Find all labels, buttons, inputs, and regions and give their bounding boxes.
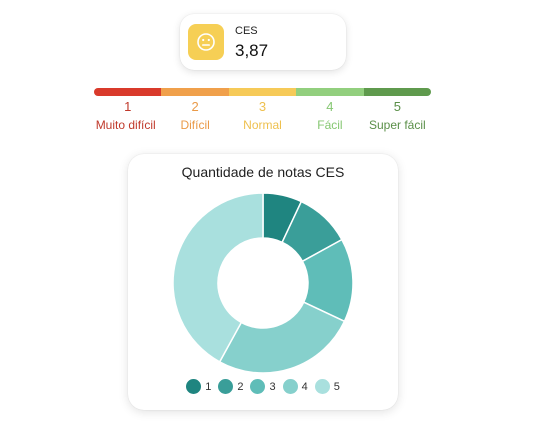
scale-segment-2: [161, 88, 229, 96]
scale-label: Difícil: [180, 118, 210, 132]
scale-label: Super fácil: [368, 118, 426, 132]
legend-label: 5: [333, 380, 340, 393]
scale-number: 4: [326, 99, 334, 114]
scale-bar: [94, 88, 431, 96]
legend-item-5[interactable]: 5: [314, 379, 340, 394]
scale-number: 3: [258, 99, 267, 114]
legend-label: 3: [269, 380, 276, 393]
chart-legend: 1 2 3 4 5: [128, 379, 398, 394]
legend-item-1[interactable]: 1: [186, 379, 211, 394]
ces-scale: 1 Muito difícil 2 Difícil 3 Normal 4 Fác…: [94, 88, 431, 133]
legend-swatch: [250, 379, 266, 394]
legend-swatch: [218, 379, 234, 394]
legend-item-3[interactable]: 3: [250, 379, 276, 394]
scale-item-4: 4 Fácil: [296, 99, 363, 133]
donut-chart: [172, 192, 354, 374]
legend-item-4[interactable]: 4: [282, 379, 308, 394]
ces-score-card: CES 3,87: [180, 14, 346, 70]
legend-label: 2: [237, 380, 244, 393]
scale-segment-5: [363, 88, 431, 96]
scale-label: Normal: [243, 118, 282, 132]
scale-label: Fácil: [317, 118, 343, 132]
scale-item-1: 1 Muito difícil: [94, 99, 161, 133]
scale-item-5: 5 Super fácil: [364, 99, 431, 133]
donut-slice-5[interactable]: [172, 192, 264, 363]
ces-value: 3,87: [235, 41, 269, 60]
donut-slice-4[interactable]: [218, 301, 346, 374]
legend-swatch: [314, 379, 330, 394]
legend-label: 1: [205, 380, 212, 393]
scale-item-3: 3 Normal: [229, 99, 296, 133]
legend-swatch: [282, 379, 298, 394]
scale-segment-3: [228, 88, 297, 96]
chart-title: Quantidade de notas CES: [181, 164, 345, 180]
legend-label: 4: [301, 380, 308, 393]
scale-number: 1: [124, 99, 132, 114]
ces-label: CES: [235, 25, 258, 37]
legend-item-2[interactable]: 2: [218, 379, 243, 394]
scale-item-2: 2 Difícil: [161, 99, 228, 133]
scale-segment-4: [296, 88, 364, 96]
neutral-face-icon: [197, 33, 215, 51]
scale-number: 2: [191, 99, 199, 114]
legend-swatch: [186, 379, 202, 394]
ces-chart-card: Quantidade de notas CES 1 2 3 4 5: [128, 154, 398, 410]
ces-icon-box: [188, 24, 224, 60]
scale-segment-1: [94, 88, 162, 96]
scale-number: 5: [393, 99, 401, 114]
scale-label: Muito difícil: [95, 118, 156, 132]
